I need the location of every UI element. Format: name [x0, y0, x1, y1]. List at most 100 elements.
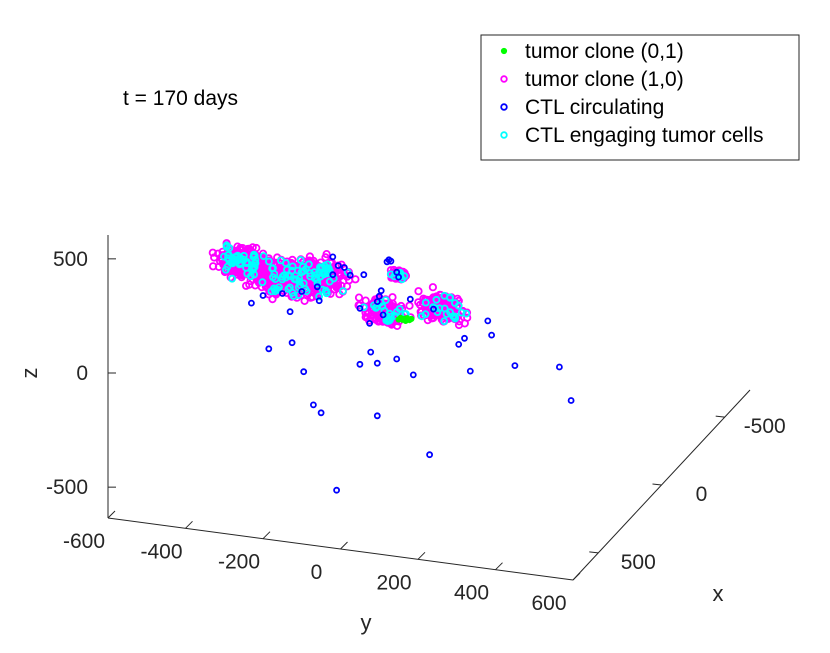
x-tick	[652, 483, 662, 486]
y-tick	[107, 510, 116, 519]
point-ctl-circulating	[315, 297, 323, 305]
point-ctl-engaging	[284, 285, 293, 293]
point-ctl-engaging	[421, 310, 430, 319]
legend[interactable]: tumor clone (0,1) tumor clone (1,0) CTL ci…	[480, 34, 800, 161]
legend-entry[interactable]: CTL circulating	[500, 96, 664, 119]
tick-labels: -500 0 500 -600 -400 -200 0 200 400 600 -500 0 500	[46, 248, 786, 615]
y-tick-label: 400	[454, 582, 489, 605]
legend-entry[interactable]: tumor clone (1,0)	[500, 68, 684, 91]
y-axis-label: y	[361, 610, 372, 635]
legend-marker	[500, 103, 508, 111]
point-ctl-engaging	[376, 298, 385, 307]
point-tumor-clone-1-0	[361, 296, 370, 305]
point-ctl-circulating	[313, 283, 321, 291]
point-ctl-engaging	[228, 274, 237, 283]
point-ctl-engaging	[285, 283, 294, 292]
point-ctl-engaging	[339, 287, 347, 295]
point-ctl-engaging	[288, 262, 297, 271]
legend-marker	[500, 47, 508, 55]
point-ctl-circulating	[356, 304, 364, 312]
point-tumor-clone-1-0	[351, 275, 360, 284]
point-ctl-engaging	[315, 292, 324, 301]
point-ctl-circulating	[466, 367, 474, 375]
z-tick-label: 0	[76, 362, 88, 385]
point-ctl-circulating	[309, 401, 317, 409]
point-tumor-clone-0-1	[402, 317, 409, 324]
point-tumor-clone-1-0	[454, 320, 464, 330]
point-ctl-engaging	[276, 256, 285, 265]
point-ctl-engaging	[440, 304, 449, 313]
point-ctl-engaging	[239, 251, 248, 260]
legend-label: CTL circulating	[525, 96, 664, 119]
point-ctl-circulating	[366, 319, 374, 327]
point-ctl-circulating	[511, 362, 519, 370]
legend-label: CTL engaging tumor cells	[525, 124, 764, 147]
point-tumor-clone-0-1	[408, 315, 415, 322]
point-tumor-clone-1-0	[233, 242, 242, 251]
point-ctl-engaging	[329, 274, 338, 283]
point-ctl-engaging	[359, 303, 368, 312]
y-tick	[340, 541, 348, 550]
point-ctl-circulating	[455, 340, 463, 348]
point-ctl-circulating	[426, 451, 434, 459]
point-ctl-engaging	[421, 298, 430, 307]
point-ctl-engaging	[386, 315, 395, 324]
point-ctl-engaging	[295, 274, 304, 283]
point-tumor-clone-1-0	[208, 248, 217, 257]
point-ctl-engaging	[446, 308, 454, 317]
point-ctl-engaging	[296, 256, 305, 264]
y-tick-label: -400	[140, 540, 182, 563]
point-ctl-circulating	[373, 412, 381, 420]
y-tick-label: -200	[218, 551, 260, 574]
point-ctl-engaging	[293, 266, 302, 275]
x-tick	[589, 551, 599, 554]
point-ctl-engaging	[251, 255, 260, 264]
point-ctl-circulating	[356, 360, 364, 368]
point-ctl-engaging	[271, 285, 280, 294]
point-ctl-engaging	[259, 252, 268, 261]
point-ctl-engaging	[222, 241, 231, 250]
x-tick	[715, 415, 725, 418]
y-tick	[417, 551, 426, 560]
z-tick-label: -500	[46, 476, 88, 499]
point-tumor-clone-1-0	[414, 298, 423, 307]
point-ctl-engaging	[282, 265, 291, 274]
point-tumor-clone-1-0	[257, 282, 266, 292]
point-ctl-circulating	[259, 292, 267, 299]
legend-box	[480, 34, 800, 161]
point-ctl-circulating	[329, 253, 337, 261]
point-tumor-clone-1-0	[238, 244, 247, 253]
point-ctl-circulating	[265, 345, 273, 353]
legend-entry[interactable]: CTL engaging tumor cells	[500, 124, 764, 147]
point-ctl-circulating	[346, 271, 354, 279]
point-ctl-circulating	[247, 299, 255, 307]
point-ctl-circulating	[288, 339, 296, 347]
point-ctl-engaging	[258, 278, 267, 287]
point-ctl-engaging	[242, 259, 251, 268]
point-tumor-clone-1-0	[388, 293, 397, 302]
point-ctl-engaging	[278, 275, 287, 284]
point-ctl-engaging	[323, 264, 331, 273]
legend-marker	[500, 75, 508, 83]
point-ctl-circulating	[329, 271, 337, 279]
point-ctl-engaging	[462, 309, 471, 318]
point-ctl-circulating	[406, 295, 414, 303]
y-tick-label: -600	[63, 530, 105, 553]
legend-entry[interactable]: tumor clone (0,1)	[500, 40, 684, 63]
y-tick-label: 600	[531, 592, 566, 615]
tick-marks	[107, 258, 725, 581]
time-annotation: t = 170 days	[123, 87, 238, 110]
point-tumor-clone-1-0	[354, 293, 364, 302]
point-ctl-circulating	[379, 311, 387, 319]
point-ctl-circulating	[375, 292, 383, 300]
point-ctl-circulating	[373, 298, 381, 306]
point-ctl-circulating	[340, 264, 348, 271]
point-ctl-circulating	[278, 290, 286, 297]
point-ctl-circulating	[333, 486, 341, 494]
point-tumor-clone-1-0	[336, 271, 345, 281]
point-ctl-engaging	[306, 272, 315, 281]
point-ctl-engaging	[304, 260, 313, 269]
point-tumor-clone-1-0	[210, 253, 219, 262]
point-ctl-engaging	[390, 311, 399, 320]
z-tick-label: 500	[53, 248, 88, 271]
